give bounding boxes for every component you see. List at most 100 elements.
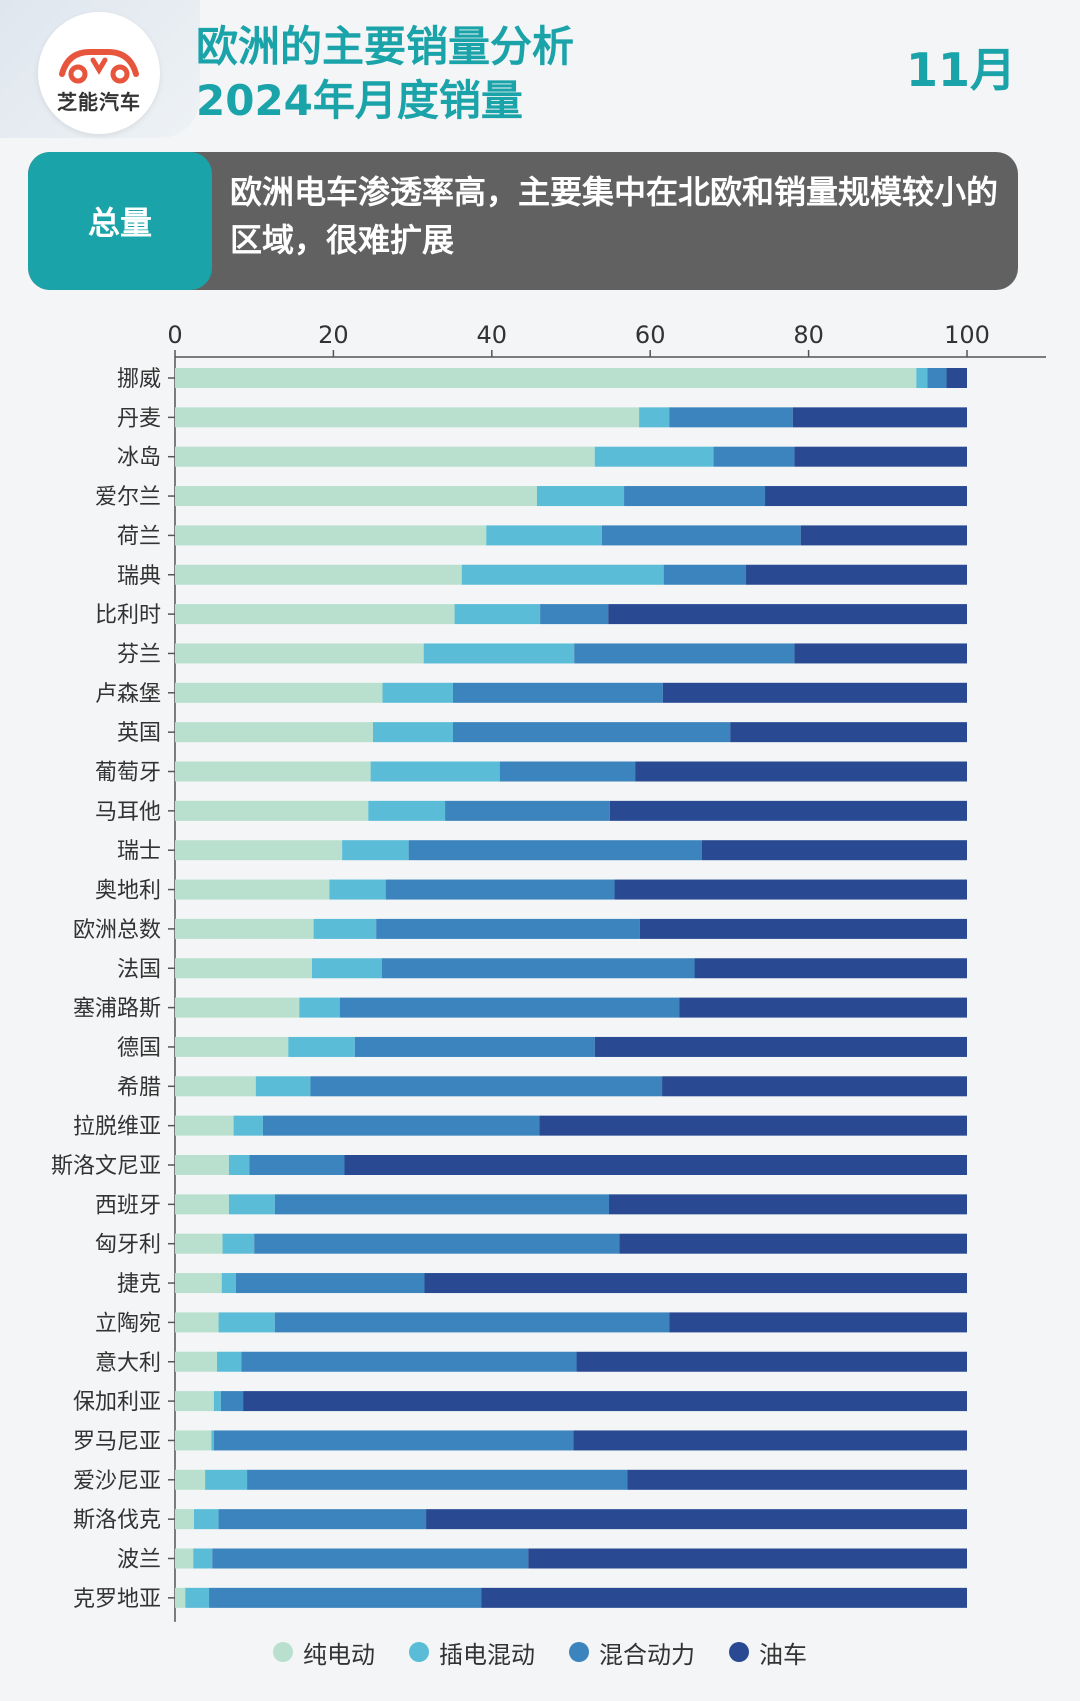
bar-segment-2	[486, 525, 602, 546]
bar-segment-2	[454, 604, 541, 625]
category-label: 西班牙	[95, 1193, 161, 1218]
bar-segment-1	[175, 1115, 234, 1136]
bar-segment-2	[218, 1312, 275, 1333]
category-label: 拉脱维亚	[73, 1115, 161, 1140]
legend-item: 混合动力	[569, 1635, 695, 1670]
bar-segment-1	[175, 840, 343, 861]
category-label: 欧洲总数	[73, 918, 161, 943]
bar-segment-3	[241, 1351, 577, 1372]
category-label: 波兰	[117, 1548, 161, 1573]
category-label: 斯洛文尼亚	[51, 1154, 161, 1179]
page-title: 欧洲的主要销量分析	[196, 22, 575, 71]
bar-segment-3	[669, 407, 793, 428]
x-tick-label: 20	[318, 321, 349, 349]
bar-segment-2	[639, 407, 670, 428]
bar-segment-3	[381, 958, 695, 979]
bar-segment-4	[662, 1076, 967, 1097]
bar-segment-2	[313, 918, 377, 939]
category-label: 塞浦路斯	[73, 997, 161, 1022]
bar-segment-3	[339, 997, 680, 1018]
bar-segment-2	[373, 722, 453, 743]
bar-segment-1	[175, 1430, 212, 1451]
bar-segment-3	[663, 564, 747, 585]
bar-segment-4	[765, 486, 967, 507]
category-label: 卢森堡	[95, 682, 161, 707]
bar-segment-1	[175, 1469, 206, 1490]
bar-segment-3	[274, 1312, 670, 1333]
category-label: 爱尔兰	[95, 485, 161, 510]
bar-segment-3	[274, 1194, 610, 1215]
bar-segment-1	[175, 1587, 186, 1608]
bar-segment-1	[175, 1076, 256, 1097]
bar-segment-1	[175, 997, 300, 1018]
category-label: 克罗地亚	[73, 1587, 161, 1612]
x-tick-label: 40	[477, 321, 508, 349]
bar-segment-4	[608, 604, 967, 625]
bar-segment-4	[746, 564, 967, 585]
bar-segment-2	[211, 1430, 214, 1451]
bar-segment-2	[461, 564, 664, 585]
bar-segment-2	[536, 486, 625, 507]
bar-segment-3	[601, 525, 801, 546]
bar-segment-2	[299, 997, 340, 1018]
bar-segment-3	[209, 1587, 482, 1608]
bar-segment-4	[573, 1430, 967, 1451]
bar-segment-3	[376, 918, 640, 939]
bar-segment-4	[426, 1509, 968, 1530]
x-tick-label: 60	[635, 321, 666, 349]
category-label: 立陶宛	[95, 1311, 161, 1336]
category-label: 匈牙利	[95, 1233, 161, 1258]
bar-segment-4	[609, 800, 967, 821]
car-logo-icon	[59, 49, 139, 84]
bar-segment-1	[175, 1233, 223, 1254]
bar-segment-3	[213, 1430, 574, 1451]
legend-label: 插电混动	[439, 1640, 535, 1669]
summary-tag: 总量	[28, 152, 212, 290]
bar-segment-4	[619, 1233, 967, 1254]
bar-segment-3	[408, 840, 702, 861]
summary-panel: 总量 欧洲电车渗透率高，主要集中在北欧和销量规模较小的区域，很难扩展	[28, 152, 1018, 290]
bar-segment-4	[481, 1587, 967, 1608]
bar-segment-4	[730, 722, 967, 743]
bar-segment-2	[193, 1548, 213, 1569]
bar-segment-3	[254, 1233, 620, 1254]
bar-segment-2	[221, 1273, 236, 1294]
category-label: 丹麦	[117, 406, 161, 431]
bar-segment-1	[175, 682, 383, 703]
bar-segment-4	[528, 1548, 967, 1569]
bar-segment-1	[175, 761, 371, 782]
bar-segment-1	[175, 958, 313, 979]
legend-label: 混合动力	[599, 1640, 695, 1669]
legend-dot-icon	[729, 1642, 749, 1662]
legend-item: 油车	[729, 1635, 807, 1670]
bar-segment-3	[249, 1155, 345, 1175]
bar-segment-1	[175, 918, 314, 939]
bar-segment-4	[576, 1351, 967, 1372]
category-label: 荷兰	[117, 524, 161, 549]
bar-segment-4	[627, 1469, 967, 1490]
category-label: 瑞典	[117, 564, 161, 589]
bar-segment-4	[594, 1036, 967, 1057]
bar-segment-3	[218, 1509, 427, 1530]
bar-segment-1	[175, 407, 640, 428]
legend-dot-icon	[273, 1642, 293, 1662]
bar-segment-1	[175, 368, 917, 388]
category-label: 马耳他	[95, 800, 161, 825]
category-label: 瑞士	[117, 839, 161, 864]
bar-segment-3	[247, 1469, 628, 1490]
category-label: 斯洛伐克	[73, 1508, 161, 1533]
category-label: 比利时	[95, 603, 161, 628]
bar-segment-3	[212, 1548, 529, 1569]
bar-segment-2	[233, 1115, 263, 1136]
bar-segment-3	[452, 682, 663, 703]
bar-segment-3	[713, 446, 795, 467]
bar-segment-3	[452, 722, 731, 743]
bar-segment-4	[669, 1312, 967, 1333]
bar-segment-2	[916, 368, 928, 388]
category-label: 法国	[117, 957, 161, 982]
bar-segment-4	[539, 1115, 967, 1136]
bar-segment-1	[175, 1391, 214, 1412]
category-label: 葡萄牙	[95, 761, 161, 786]
logo: 芝能汽车	[38, 12, 160, 134]
